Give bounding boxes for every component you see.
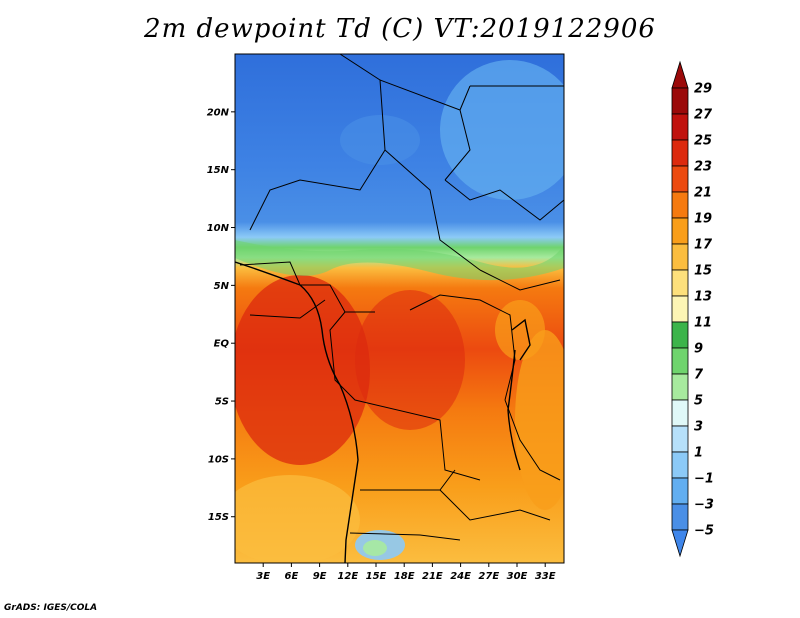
colorbar-label: 15	[694, 264, 712, 279]
colorbar-swatch	[671, 451, 689, 479]
lat-tick-label: 20N	[207, 107, 230, 118]
lon-tick-label: 9E	[313, 571, 327, 582]
colorbar-label: 11	[694, 316, 712, 331]
colorbar-swatch	[671, 139, 689, 167]
colorbar-label: 19	[694, 212, 712, 227]
lon-tick-label: 18E	[394, 571, 415, 582]
colorbar-label: 3	[694, 420, 703, 435]
colorbar-swatch	[671, 165, 689, 193]
lat-tick-label: 10S	[208, 454, 229, 465]
lat-tick-label: 5S	[215, 397, 229, 408]
colorbar-label: 17	[694, 238, 713, 253]
chart-title: 2m dewpoint Td (C) VT:2019122906	[144, 14, 656, 44]
lon-tick-label: 21E	[422, 571, 443, 582]
colorbar-label: 25	[694, 134, 712, 149]
colorbar-swatch	[671, 321, 689, 349]
lon-tick-label: 33E	[535, 571, 556, 582]
colorbar-top-arrow	[671, 60, 689, 89]
lon-tick-label: 3E	[256, 571, 270, 582]
country-borders	[239, 54, 564, 541]
colorbar-swatch	[671, 269, 689, 297]
colorbar-swatch	[671, 503, 689, 531]
colorbar-bottom-arrow	[671, 529, 689, 558]
colorbar-swatch	[671, 295, 689, 323]
colorbar-label: 23	[694, 160, 712, 175]
colorbar-swatch	[671, 87, 689, 115]
colorbar-label: 7	[694, 368, 704, 383]
colorbar-swatch	[671, 347, 689, 375]
colorbar-label: 5	[694, 394, 703, 409]
map-frame	[234, 53, 565, 564]
colorbar-label: 27	[694, 108, 713, 123]
colorbar-label: 9	[694, 342, 703, 357]
colorbar-label: 1	[694, 446, 703, 461]
grads-credit: GrADS: IGES/COLA	[4, 603, 98, 613]
colorbar-label: −1	[694, 472, 714, 487]
lat-tick-label: 15S	[208, 512, 229, 523]
latitude-axis: 20N 15N 10N 5N EQ 5S 10S 15S	[207, 107, 235, 523]
coastline	[235, 261, 531, 563]
dewpoint-field	[235, 54, 564, 563]
colorbar-swatch	[671, 425, 689, 453]
colorbar-swatch	[671, 113, 689, 141]
colorbar-swatch	[671, 243, 689, 271]
lat-tick-label: 5N	[214, 281, 230, 292]
colorbar: 29 27 25 23 21 19 17 15 13 11 9 7 5 3 1 −1 −3 −5	[671, 60, 714, 558]
colorbar-label: −5	[694, 524, 714, 539]
colorbar-label: 29	[694, 82, 712, 97]
longitude-axis: 3E 6E 9E 12E 15E 18E 21E 24E 27E 30E 33E	[256, 563, 556, 582]
lon-tick-label: 15E	[366, 571, 387, 582]
lat-tick-label: 10N	[207, 223, 230, 234]
colorbar-label: 13	[694, 290, 712, 305]
lon-tick-label: 12E	[337, 571, 358, 582]
lon-tick-label: 30E	[507, 571, 528, 582]
lat-tick-label: 15N	[207, 165, 230, 176]
lon-tick-label: 27E	[478, 571, 499, 582]
colorbar-swatch	[671, 191, 689, 219]
lat-tick-label: EQ	[214, 339, 230, 350]
lon-tick-label: 24E	[450, 571, 471, 582]
colorbar-label: −3	[694, 498, 714, 513]
colorbar-swatch	[671, 217, 689, 245]
colorbar-label: 21	[694, 186, 712, 201]
lon-tick-label: 6E	[285, 571, 299, 582]
colorbar-swatch	[671, 373, 689, 401]
colorbar-swatch	[671, 399, 689, 427]
colorbar-swatch	[671, 477, 689, 505]
